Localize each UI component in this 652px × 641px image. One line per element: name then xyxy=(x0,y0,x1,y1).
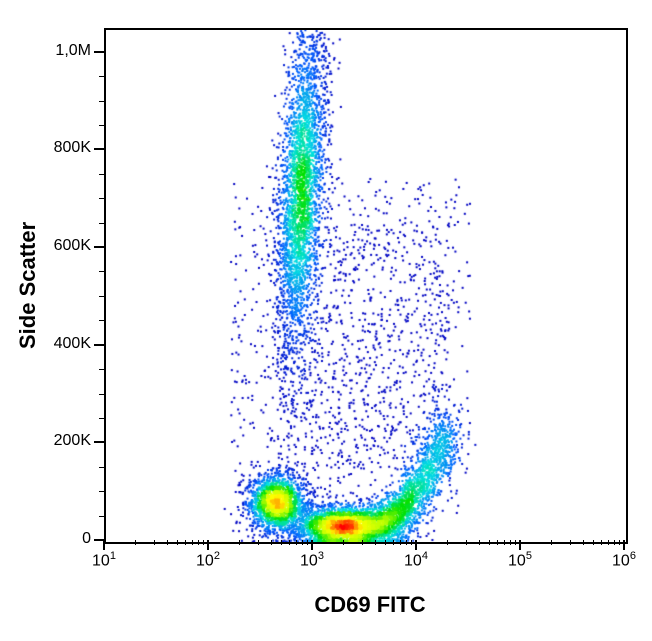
x-axis-label: CD69 FITC xyxy=(300,592,440,618)
x-tick-label: 105 xyxy=(500,550,540,570)
x-tick-label: 101 xyxy=(84,550,124,570)
y-axis-label: Side Scatter xyxy=(15,229,41,349)
y-tick-label: 0 xyxy=(39,530,91,548)
x-tick-label: 104 xyxy=(396,550,436,570)
y-tick-label: 800K xyxy=(39,139,91,157)
y-tick-label: 1,0M xyxy=(39,42,91,60)
x-tick-label: 106 xyxy=(604,550,644,570)
x-tick-label: 103 xyxy=(292,550,332,570)
plot-area xyxy=(104,28,628,544)
y-tick-label: 600K xyxy=(39,237,91,255)
flow-cytometry-chart: Side Scatter CD69 FITC 0 200K 400K 600K 800K… xyxy=(0,0,652,641)
y-tick-label: 400K xyxy=(39,335,91,353)
scatter-canvas xyxy=(106,30,626,542)
x-tick-label: 102 xyxy=(188,550,228,570)
y-tick-label: 200K xyxy=(39,432,91,450)
